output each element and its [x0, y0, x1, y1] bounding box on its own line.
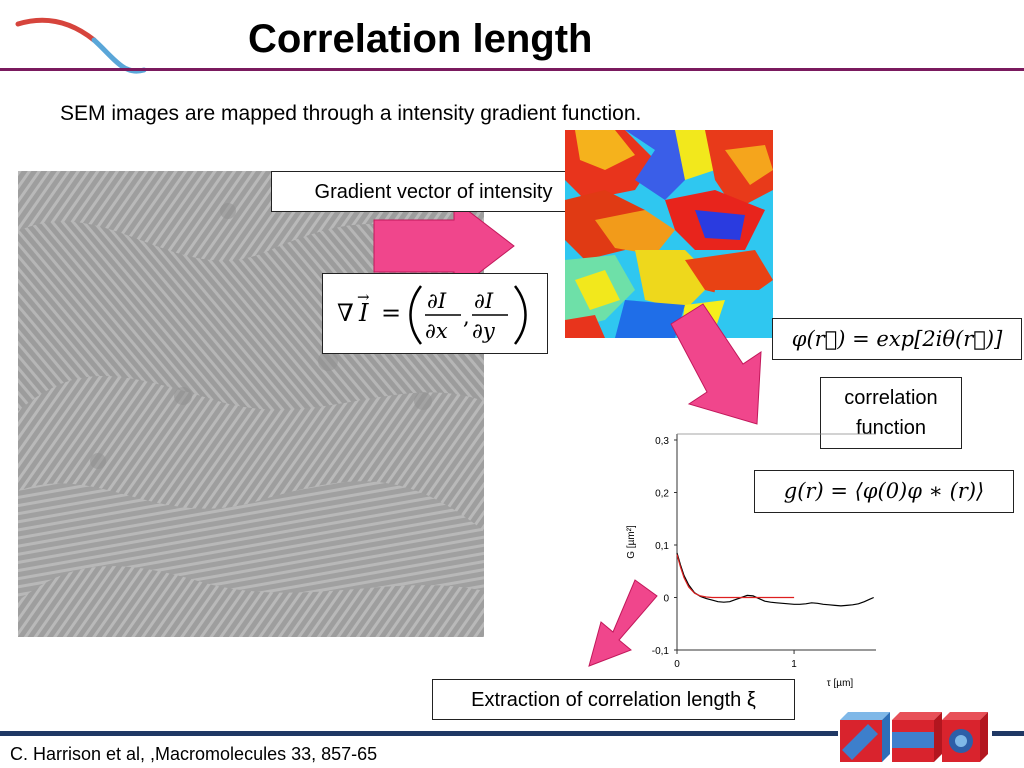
- g-formula-box: g(r) = ⟨φ(0)φ ∗ (r)⟩: [754, 470, 1014, 513]
- down-left-arrow-icon: [588, 579, 658, 667]
- correlation-label-box: correlation function: [820, 377, 962, 449]
- footer-divider: [0, 731, 838, 736]
- y-axis-label: G [µm²]: [626, 525, 637, 559]
- svg-text:,: ,: [463, 305, 470, 329]
- wave-logo-icon: [15, 17, 147, 74]
- x-tick-label: 0: [674, 659, 680, 670]
- correlation-label-line: function: [855, 417, 927, 439]
- y-tick-label: -0,1: [652, 646, 670, 657]
- svg-text:I: I: [358, 299, 369, 327]
- gradient-label-box: Gradient vector of intensity: [271, 171, 596, 212]
- down-right-arrow-icon: [670, 303, 762, 425]
- svg-text:∇: ∇: [337, 299, 354, 327]
- svg-text:∂y: ∂y: [472, 319, 496, 343]
- block-copolymer-cubes-icon: [840, 712, 988, 762]
- svg-text:→: →: [357, 288, 370, 306]
- correlation-plot: 0,3 0,2 0,1 0 -0,1 0 1 τ [µm] G [µm²]: [626, 433, 876, 689]
- phi-formula-box: φ(r⃗) = exp[2iθ(r⃗)]: [772, 318, 1022, 360]
- citation: C. Harrison et al, ,Macromolecules 33, 8…: [10, 744, 378, 764]
- gradient-formula-box: ∇ I → = ∂I ∂x , ∂I ∂y: [322, 273, 548, 354]
- y-tick-label: 0,3: [655, 436, 669, 447]
- y-tick-label: 0,2: [655, 489, 669, 500]
- svg-text:∂I: ∂I: [427, 289, 447, 313]
- plot-frame: [676, 433, 876, 651]
- y-tick-label: 0,1: [655, 541, 669, 552]
- correlation-label-line: correlation: [844, 387, 938, 409]
- y-tick-label: 0: [663, 594, 669, 605]
- footer-divider-right: [992, 731, 1024, 736]
- svg-text:∂x: ∂x: [425, 319, 448, 343]
- right-arrow-icon: [373, 200, 515, 294]
- extraction-label-box: Extraction of correlation length ξ: [432, 679, 795, 720]
- series-line-1: [676, 552, 874, 607]
- x-axis-label: τ [µm]: [827, 678, 854, 689]
- gradient-formula-icon: ∇ I → = ∂I ∂x , ∂I ∂y: [337, 285, 527, 345]
- page-title: Correlation length: [248, 17, 593, 61]
- orientation-map-image: [565, 130, 773, 338]
- title-divider: [0, 68, 1024, 71]
- svg-text:∂I: ∂I: [474, 289, 494, 313]
- series-line-2: [676, 554, 795, 599]
- svg-text:=: =: [381, 299, 401, 327]
- x-tick-label: 1: [791, 659, 797, 670]
- subtitle: SEM images are mapped through a intensit…: [60, 102, 642, 125]
